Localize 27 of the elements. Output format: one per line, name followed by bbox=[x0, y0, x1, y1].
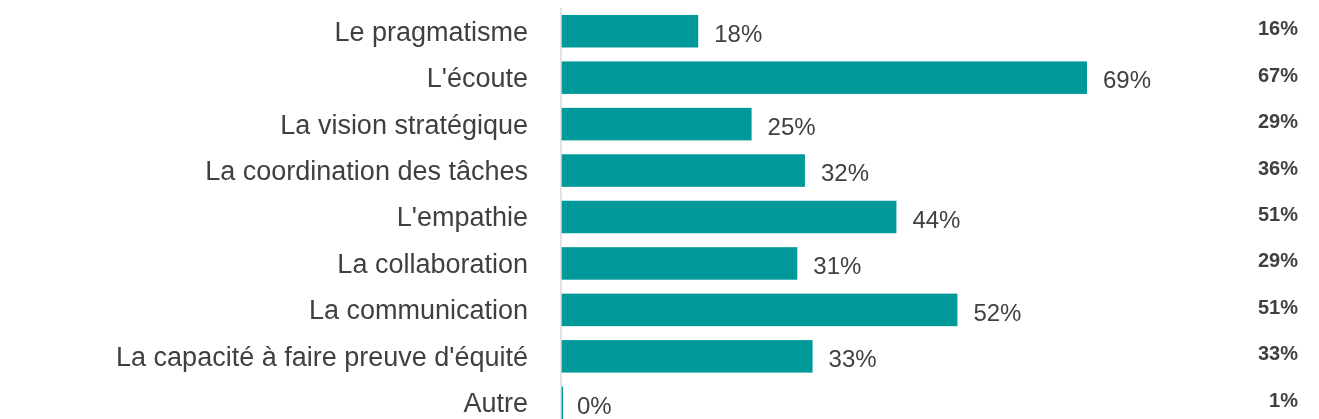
text: 51% bbox=[1257, 295, 1299, 318]
text: 33% bbox=[1257, 342, 1299, 365]
data-label: 52% bbox=[973, 298, 1022, 326]
text: 1% bbox=[1269, 388, 1299, 411]
text: 51% bbox=[1257, 203, 1299, 225]
y-tick-label: Le pragmatisme bbox=[334, 16, 528, 47]
data-label: 69% bbox=[1103, 66, 1152, 94]
data-label: 31% bbox=[813, 252, 862, 280]
y-tick-label: Autre bbox=[463, 388, 528, 419]
data-label: 33% bbox=[828, 345, 877, 373]
data-label: 44% bbox=[912, 205, 961, 233]
data-label: 18% bbox=[714, 20, 763, 48]
y-tick-label: La coordination des tâches bbox=[205, 156, 528, 187]
text: 67% bbox=[1257, 63, 1299, 86]
data-label: 32% bbox=[820, 159, 869, 187]
y-tick-label: L'écoute bbox=[426, 63, 528, 94]
y-tick-label: La vision stratégique bbox=[280, 109, 528, 140]
text: 29% bbox=[1257, 249, 1299, 272]
y-tick-label: La collaboration bbox=[337, 248, 528, 279]
y-tick-label: La communication bbox=[308, 295, 528, 326]
data-label: 25% bbox=[767, 112, 816, 140]
y-tick-label: La capacité à faire preuve d'équité bbox=[116, 341, 528, 372]
text: 29% bbox=[1257, 110, 1299, 133]
data-label: 0% bbox=[577, 391, 612, 419]
y-tick-label: L'empathie bbox=[396, 202, 528, 233]
text: 36% bbox=[1257, 156, 1299, 179]
text: 16% bbox=[1257, 17, 1299, 40]
